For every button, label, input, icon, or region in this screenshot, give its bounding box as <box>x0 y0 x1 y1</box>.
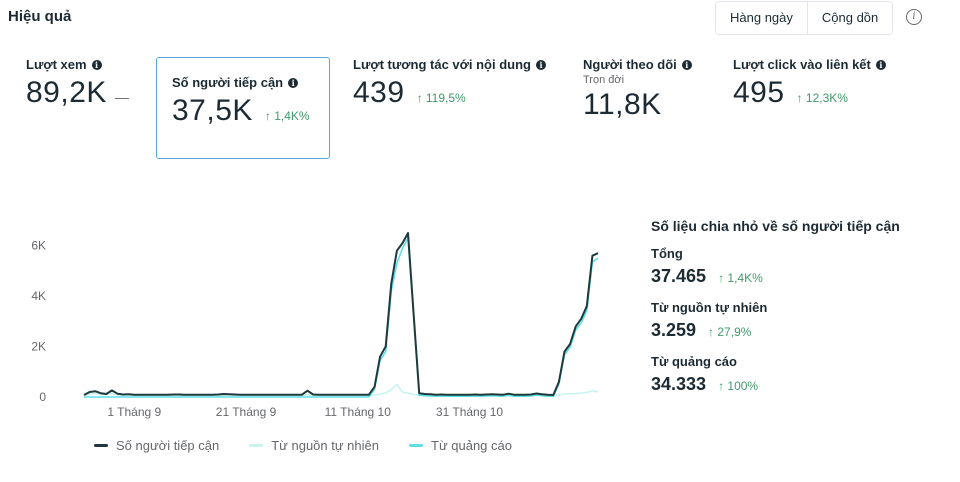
info-icon[interactable]: i <box>91 59 102 70</box>
x-tick-label: 31 Tháng 10 <box>436 405 503 419</box>
metric-change: ↑ 1,4K% <box>264 109 310 123</box>
metric-value-row: 89,2K — <box>26 76 146 110</box>
reach-breakdown-panel: Số liệu chia nhỏ về số người tiếp cận Tổ… <box>651 218 951 408</box>
breakdown-value: 34.333 <box>651 374 707 394</box>
metric-value-row: 37,5K ↑ 1,4K% <box>172 94 329 128</box>
metric-followers-label-row: Người theo dõi i <box>583 57 713 72</box>
legend-label: Số người tiếp cận <box>116 438 220 453</box>
metric-reach[interactable]: Số người tiếp cận i 37,5K ↑ 1,4K% <box>156 57 330 159</box>
metric-value-row: 495 ↑ 12,3K% <box>733 76 933 110</box>
metric-label: Lượt tương tác với nội dung <box>353 57 531 72</box>
info-icon[interactable]: i <box>288 77 299 88</box>
metric-value-row: 439 ↑ 119,5% <box>353 76 563 110</box>
metric-change: ↑ 119,5% <box>416 91 466 105</box>
legend-item-organic[interactable]: Từ nguồn tự nhiên <box>249 438 379 453</box>
chart-legend: Số người tiếp cận Từ nguồn tự nhiên Từ q… <box>94 438 542 453</box>
metric-reach-inner: Số người tiếp cận i 37,5K ↑ 1,4K% <box>157 58 329 128</box>
metric-value-row: 11,8K <box>583 88 713 122</box>
metric-value: 11,8K <box>583 88 662 121</box>
legend-swatch <box>249 444 264 447</box>
legend-item-ads[interactable]: Từ quảng cáo <box>409 438 512 453</box>
x-tick-label: 1 Tháng 9 <box>107 405 161 419</box>
metric-engagement-label-row: Lượt tương tác với nội dung i <box>353 57 563 72</box>
legend-swatch <box>409 444 423 447</box>
series-line-ads[interactable] <box>84 237 599 398</box>
metric-value: 37,5K <box>172 94 253 127</box>
breakdown-value: 3.259 <box>651 320 697 340</box>
breakdown-title: Số liệu chia nhỏ về số người tiếp cận <box>651 218 900 234</box>
y-tick-label: 0 <box>39 390 46 404</box>
metric-value: 439 <box>353 76 405 109</box>
metric-value: 495 <box>733 76 785 109</box>
y-tick-label: 6K <box>31 239 46 253</box>
breakdown-change: ↑ 27,9% <box>708 325 752 339</box>
metric-value: 89,2K <box>26 76 107 109</box>
metric-followers[interactable]: Người theo dõi i Trọn đời 11,8K <box>583 57 713 157</box>
metric-engagement[interactable]: Lượt tương tác với nội dung i 439 ↑ 119,… <box>353 57 563 157</box>
metric-no-change-dash: — <box>114 89 129 105</box>
breakdown-total: Tổng 37.465 ↑ 1,4K% <box>651 246 951 287</box>
legend-label: Từ nguồn tự nhiên <box>271 438 379 453</box>
cumulative-toggle-button[interactable]: Cộng dồn <box>807 2 893 34</box>
info-icon[interactable]: i <box>681 59 692 70</box>
breakdown-ads: Từ quảng cáo 34.333 ↑ 100% <box>651 354 951 395</box>
breakdown-organic: Từ nguồn tự nhiên 3.259 ↑ 27,9% <box>651 300 951 341</box>
legend-item-reach[interactable]: Số người tiếp cận <box>94 438 219 453</box>
metric-views-label-row: Lượt xem i <box>26 57 146 72</box>
breakdown-label: Từ nguồn tự nhiên <box>651 300 768 315</box>
metric-label: Người theo dõi <box>583 57 677 72</box>
metric-sub-label: Trọn đời <box>583 74 625 86</box>
metric-views[interactable]: Lượt xem i 89,2K — <box>26 57 146 157</box>
breakdown-value: 37.465 <box>651 266 707 286</box>
x-tick-label: 11 Tháng 10 <box>325 405 392 419</box>
x-tick-label: 21 Tháng 9 <box>216 405 277 419</box>
breakdown-value-row: 34.333 ↑ 100% <box>651 374 951 395</box>
metric-link-clicks-label-row: Lượt click vào liên kết i <box>733 57 933 72</box>
info-icon[interactable]: i <box>535 59 546 70</box>
daily-toggle-button[interactable]: Hàng ngày <box>716 2 808 34</box>
y-tick-label: 4K <box>31 289 46 303</box>
breakdown-value-row: 37.465 ↑ 1,4K% <box>651 266 951 287</box>
series-line-reach[interactable] <box>83 232 599 396</box>
breakdown-label: Từ quảng cáo <box>651 354 737 369</box>
y-tick-label: 2K <box>31 340 46 354</box>
breakdown-change: ↑ 1,4K% <box>718 271 763 285</box>
breakdown-change: ↑ 100% <box>718 379 759 393</box>
legend-label: Từ quảng cáo <box>431 438 512 453</box>
legend-swatch <box>94 444 108 447</box>
breakdown-value-row: 3.259 ↑ 27,9% <box>651 320 951 341</box>
metric-label: Số người tiếp cận <box>172 75 284 90</box>
info-icon[interactable]: i <box>906 9 922 25</box>
metric-link-clicks[interactable]: Lượt click vào liên kết i 495 ↑ 12,3K% <box>733 57 933 157</box>
metric-reach-label-row: Số người tiếp cận i <box>172 75 329 90</box>
metric-label: Lượt xem <box>26 57 87 72</box>
metric-label: Lượt click vào liên kết <box>733 57 871 72</box>
info-icon[interactable]: i <box>875 59 886 70</box>
reach-line-chart: 0 2K 4K 6K 1 Tháng 9 21 Tháng 9 11 Tháng 10 31 … <box>31 232 599 419</box>
page-title: Hiệu quả <box>8 8 72 25</box>
view-toggle: Hàng ngày Cộng dồn <box>715 1 894 35</box>
metric-change: ↑ 12,3K% <box>796 91 848 105</box>
breakdown-label: Tổng <box>651 246 683 261</box>
